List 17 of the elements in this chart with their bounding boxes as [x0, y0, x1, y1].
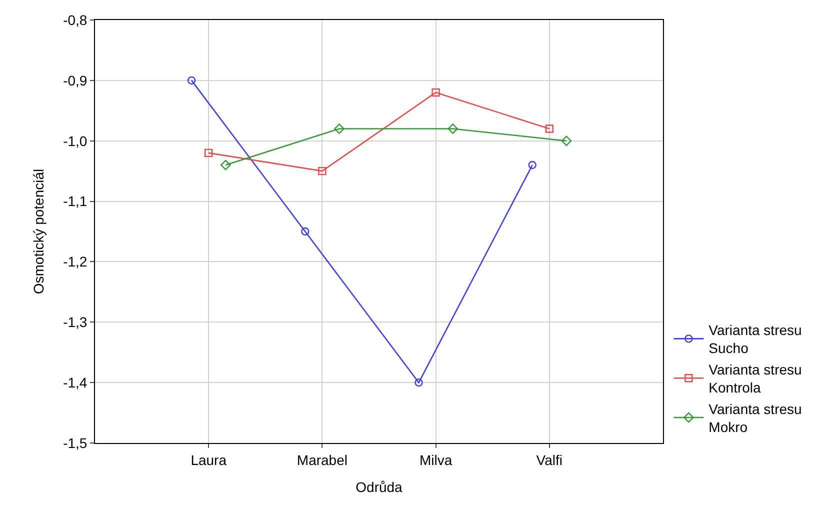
- y-tick-label: -1,5: [63, 434, 88, 451]
- legend-label: Varianta stresu Kontrola: [708, 361, 802, 396]
- x-tick-label: Valfi: [536, 452, 562, 468]
- legend-label: Varianta stresu Sucho: [708, 322, 802, 356]
- y-tick-label: -1,1: [63, 193, 88, 210]
- x-tick-label: Laura: [190, 452, 227, 468]
- x-tick-label: Marabel: [296, 452, 348, 468]
- y-tick-label: -1,4: [63, 374, 88, 390]
- x-tick-label: Milva: [419, 452, 452, 468]
- legend-label: Varianta stresu Mokro: [708, 400, 802, 436]
- y-tick-label: -1,0: [63, 132, 88, 149]
- y-axis-title: Osmotický potenciál: [30, 168, 47, 294]
- y-tick-label: -0,9: [63, 72, 88, 88]
- y-tick-label: -0,8: [63, 12, 88, 28]
- y-tick-label: -1,3: [63, 314, 88, 330]
- y-tick-label: -1,2: [63, 254, 88, 270]
- x-axis-title: Odrůda: [356, 479, 403, 496]
